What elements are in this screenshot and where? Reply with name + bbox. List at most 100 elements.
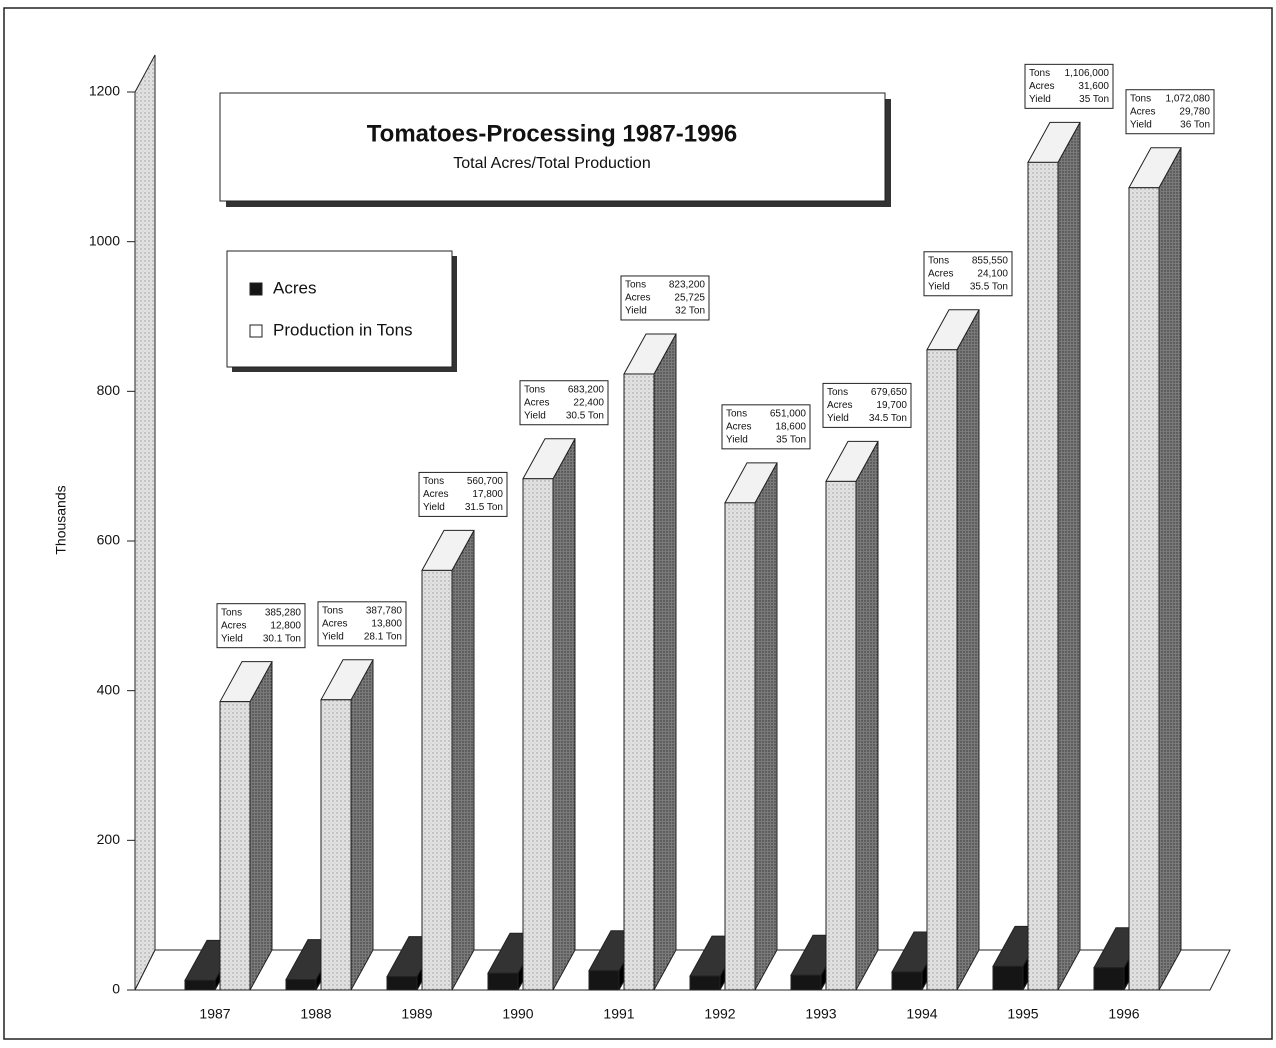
bar-side bbox=[855, 441, 879, 991]
annotation-key: Acres bbox=[1130, 106, 1156, 117]
bar-side bbox=[653, 333, 677, 991]
chart-subtitle: Total Acres/Total Production bbox=[453, 155, 650, 172]
legend-box bbox=[226, 250, 453, 368]
annotation-key: Acres bbox=[928, 268, 954, 279]
bar-side bbox=[1057, 122, 1081, 991]
annotation-value: 25,725 bbox=[674, 293, 705, 304]
bar-side bbox=[249, 661, 273, 991]
frame bbox=[3, 7, 1273, 1040]
annotation-key: Acres bbox=[827, 400, 853, 411]
bar-side bbox=[754, 462, 778, 991]
annotation-key: Yield bbox=[423, 502, 445, 513]
annotation-value: 855,550 bbox=[972, 255, 1009, 266]
bar bbox=[926, 349, 958, 991]
x-tick-label: 1995 bbox=[1007, 1006, 1038, 1022]
bar bbox=[1128, 187, 1160, 991]
bar bbox=[386, 976, 418, 991]
bar bbox=[588, 970, 620, 991]
annotation-box bbox=[519, 380, 609, 426]
annotation-value: 385,280 bbox=[265, 607, 302, 618]
bar bbox=[1093, 967, 1125, 991]
annotation-value: 36 Ton bbox=[1180, 119, 1210, 130]
bar bbox=[891, 971, 923, 991]
annotation-key: Yield bbox=[221, 633, 243, 644]
annotation-box bbox=[822, 382, 912, 428]
bar bbox=[219, 701, 251, 991]
x-tick-label: 1990 bbox=[502, 1006, 533, 1022]
y-tick-label: 600 bbox=[97, 532, 121, 548]
x-tick-label: 1996 bbox=[1108, 1006, 1139, 1022]
bar-side bbox=[451, 530, 475, 991]
y-tick-label: 1000 bbox=[89, 232, 120, 248]
annotation-value: 35.5 Ton bbox=[970, 281, 1008, 292]
annotation-value: 34.5 Ton bbox=[869, 413, 907, 424]
annotation-value: 18,600 bbox=[775, 421, 806, 432]
bar bbox=[992, 965, 1024, 991]
annotation-value: 22,400 bbox=[573, 397, 604, 408]
annotation-key: Tons bbox=[726, 408, 747, 419]
annotation-key: Yield bbox=[928, 281, 950, 292]
annotation-key: Yield bbox=[322, 631, 344, 642]
annotation-value: 12,800 bbox=[270, 620, 301, 631]
bar-side bbox=[350, 659, 374, 991]
annotation-box bbox=[721, 404, 811, 450]
legend-swatch bbox=[249, 324, 263, 338]
annotation-key: Yield bbox=[827, 413, 849, 424]
annotation-key: Tons bbox=[221, 607, 242, 618]
bar bbox=[724, 502, 756, 991]
annotation-key: Yield bbox=[1029, 94, 1051, 105]
annotation-value: 28.1 Ton bbox=[364, 631, 402, 642]
annotation-value: 1,106,000 bbox=[1065, 68, 1110, 79]
x-tick-label: 1987 bbox=[199, 1006, 230, 1022]
chart-title: Tomatoes-Processing 1987-1996 bbox=[367, 120, 737, 147]
annotation-key: Yield bbox=[726, 434, 748, 445]
annotation-value: 32 Ton bbox=[675, 306, 705, 317]
annotation-key: Acres bbox=[423, 489, 449, 500]
bar-side bbox=[956, 309, 980, 991]
annotation-box bbox=[1125, 89, 1215, 135]
annotation-box bbox=[216, 603, 306, 649]
legend-label: Production in Tons bbox=[273, 320, 413, 339]
bar bbox=[522, 478, 554, 991]
annotation-key: Tons bbox=[1029, 68, 1050, 79]
annotation-box bbox=[418, 471, 508, 517]
bar bbox=[790, 974, 822, 991]
annotation-key: Tons bbox=[524, 384, 545, 395]
x-tick-label: 1991 bbox=[603, 1006, 634, 1022]
annotation-value: 683,200 bbox=[568, 384, 605, 395]
annotation-box bbox=[1024, 63, 1114, 109]
annotation-value: 387,780 bbox=[366, 605, 403, 616]
annotation-key: Acres bbox=[221, 620, 247, 631]
annotation-value: 30.5 Ton bbox=[566, 410, 604, 421]
y-tick-label: 1200 bbox=[89, 83, 120, 99]
annotation-value: 17,800 bbox=[472, 489, 503, 500]
annotation-box bbox=[620, 275, 710, 321]
bar bbox=[689, 975, 721, 991]
x-tick-label: 1993 bbox=[805, 1006, 836, 1022]
annotation-value: 31,600 bbox=[1078, 81, 1109, 92]
annotation-key: Acres bbox=[726, 421, 752, 432]
annotation-value: 30.1 Ton bbox=[263, 633, 301, 644]
annotation-key: Tons bbox=[423, 476, 444, 487]
annotation-key: Acres bbox=[1029, 81, 1055, 92]
annotation-key: Acres bbox=[322, 618, 348, 629]
annotation-key: Tons bbox=[322, 605, 343, 616]
annotation-box bbox=[923, 251, 1013, 297]
annotation-value: 31.5 Ton bbox=[465, 502, 503, 513]
annotation-key: Yield bbox=[625, 306, 647, 317]
annotation-value: 35 Ton bbox=[776, 434, 806, 445]
y-tick-label: 400 bbox=[97, 681, 121, 697]
bar-side bbox=[1158, 147, 1182, 991]
annotation-value: 13,800 bbox=[371, 618, 402, 629]
x-tick-label: 1992 bbox=[704, 1006, 735, 1022]
annotation-value: 24,100 bbox=[977, 268, 1008, 279]
annotation-value: 19,700 bbox=[876, 400, 907, 411]
left-wall bbox=[134, 54, 156, 991]
bar bbox=[825, 480, 857, 991]
annotation-key: Tons bbox=[1130, 93, 1151, 104]
bar bbox=[421, 569, 453, 991]
annotation-key: Yield bbox=[524, 410, 546, 421]
annotation-value: 679,650 bbox=[871, 387, 908, 398]
x-tick-label: 1994 bbox=[906, 1006, 937, 1022]
